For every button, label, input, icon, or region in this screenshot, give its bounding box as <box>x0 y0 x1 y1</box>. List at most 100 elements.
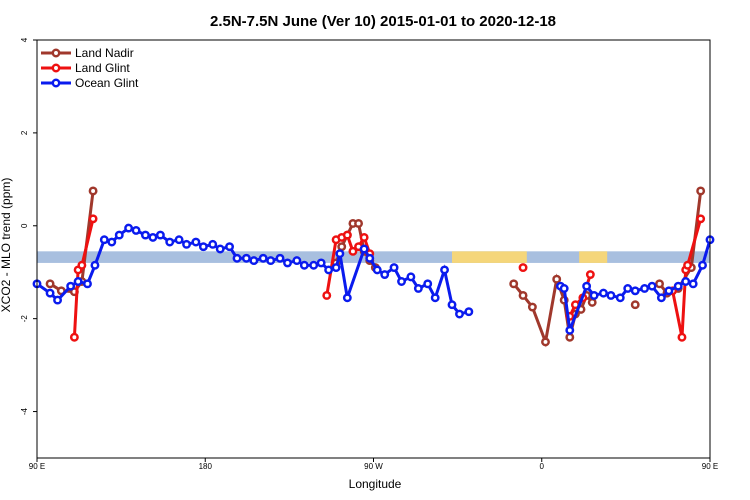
y-axis-label: XCO2 - MLO trend (ppm) <box>0 178 13 313</box>
data-point <box>83 279 92 289</box>
legend-item: Ocean Glint <box>41 76 139 90</box>
data-point <box>630 300 640 310</box>
data-point <box>587 297 597 307</box>
data-point <box>90 260 100 270</box>
data-point <box>559 284 569 293</box>
data-point <box>397 277 406 286</box>
land-patch <box>452 251 527 263</box>
legend-item: Land Nadir <box>41 46 134 60</box>
land-patch <box>579 251 608 263</box>
data-point <box>69 332 79 342</box>
data-point <box>413 284 423 293</box>
data-point <box>673 281 683 291</box>
data-point <box>53 295 63 305</box>
data-point <box>423 279 433 289</box>
series-layer <box>32 186 715 348</box>
data-point <box>630 286 640 296</box>
data-point <box>198 242 208 252</box>
data-point <box>225 242 235 252</box>
data-point <box>606 290 616 300</box>
x-tick-label: 0 <box>540 462 545 471</box>
y-tick-label: 2 <box>20 130 29 135</box>
data-point <box>348 246 358 256</box>
data-point <box>565 332 575 342</box>
data-point <box>165 237 175 247</box>
x-tick-label: 90 E <box>29 462 45 471</box>
data-point <box>640 284 650 293</box>
data-point <box>107 237 117 247</box>
data-point <box>527 302 537 312</box>
data-point <box>155 230 165 240</box>
series-line <box>36 226 470 316</box>
data-point <box>647 281 657 291</box>
data-point <box>275 253 285 263</box>
data-point <box>208 239 218 249</box>
data-point <box>365 253 375 263</box>
data-point <box>518 263 528 273</box>
y-tick-label: -2 <box>20 315 29 323</box>
data-point <box>354 219 363 228</box>
data-point <box>698 260 707 270</box>
data-point <box>677 332 687 342</box>
data-point <box>455 309 464 319</box>
data-point <box>406 272 416 282</box>
data-point <box>266 256 276 266</box>
data-point <box>359 232 369 242</box>
axes: 90 E 180 90 W 0 90 E -4 -2 0 2 4 <box>20 37 718 471</box>
data-point <box>73 277 83 286</box>
data-point <box>45 279 55 289</box>
data-point <box>541 337 550 347</box>
chart-title: 2.5N-7.5N June (Ver 10) 2015-01-01 to 20… <box>210 13 556 30</box>
x-tick-label: 90 E <box>702 462 718 471</box>
data-point <box>342 230 352 240</box>
data-point <box>683 260 693 270</box>
legend-item: Land Glint <box>41 61 130 75</box>
x-axis-label: Longitude <box>349 477 402 491</box>
data-point <box>696 214 706 224</box>
data-point <box>335 249 345 259</box>
data-point <box>696 186 706 196</box>
data-point <box>464 307 474 317</box>
data-point <box>447 300 457 310</box>
y-tick-label: 4 <box>20 37 29 42</box>
data-point <box>331 263 341 273</box>
data-point <box>681 277 691 286</box>
data-point <box>518 290 528 300</box>
data-point <box>589 290 599 300</box>
data-point <box>215 244 225 254</box>
series-ocean-glint <box>32 223 715 335</box>
data-point <box>342 293 352 303</box>
data-point <box>232 253 242 263</box>
data-point <box>372 265 382 275</box>
data-point <box>88 214 98 224</box>
data-point <box>565 325 575 335</box>
data-point <box>292 256 302 266</box>
data-point <box>124 223 134 233</box>
data-point <box>66 281 76 291</box>
legend-label: Land Nadir <box>75 46 134 60</box>
x-tick-label: 180 <box>199 462 213 471</box>
data-point <box>316 258 326 268</box>
data-point <box>131 225 141 235</box>
data-point <box>241 253 251 263</box>
data-point <box>283 258 292 268</box>
data-point <box>598 288 608 298</box>
data-point <box>389 263 399 273</box>
data-point <box>299 260 309 270</box>
data-point <box>174 235 184 245</box>
data-point <box>440 265 449 275</box>
data-point <box>309 260 319 270</box>
legend-swatch-marker <box>51 48 61 58</box>
data-point <box>322 290 332 300</box>
x-tick-label: 90 W <box>364 462 383 471</box>
data-point <box>656 293 666 303</box>
data-point <box>258 253 268 263</box>
plot-frame <box>36 39 711 459</box>
data-point <box>552 274 562 284</box>
legend-swatch-marker <box>51 63 61 73</box>
data-point <box>688 279 698 289</box>
data-point <box>88 186 98 196</box>
data-point <box>99 235 109 245</box>
